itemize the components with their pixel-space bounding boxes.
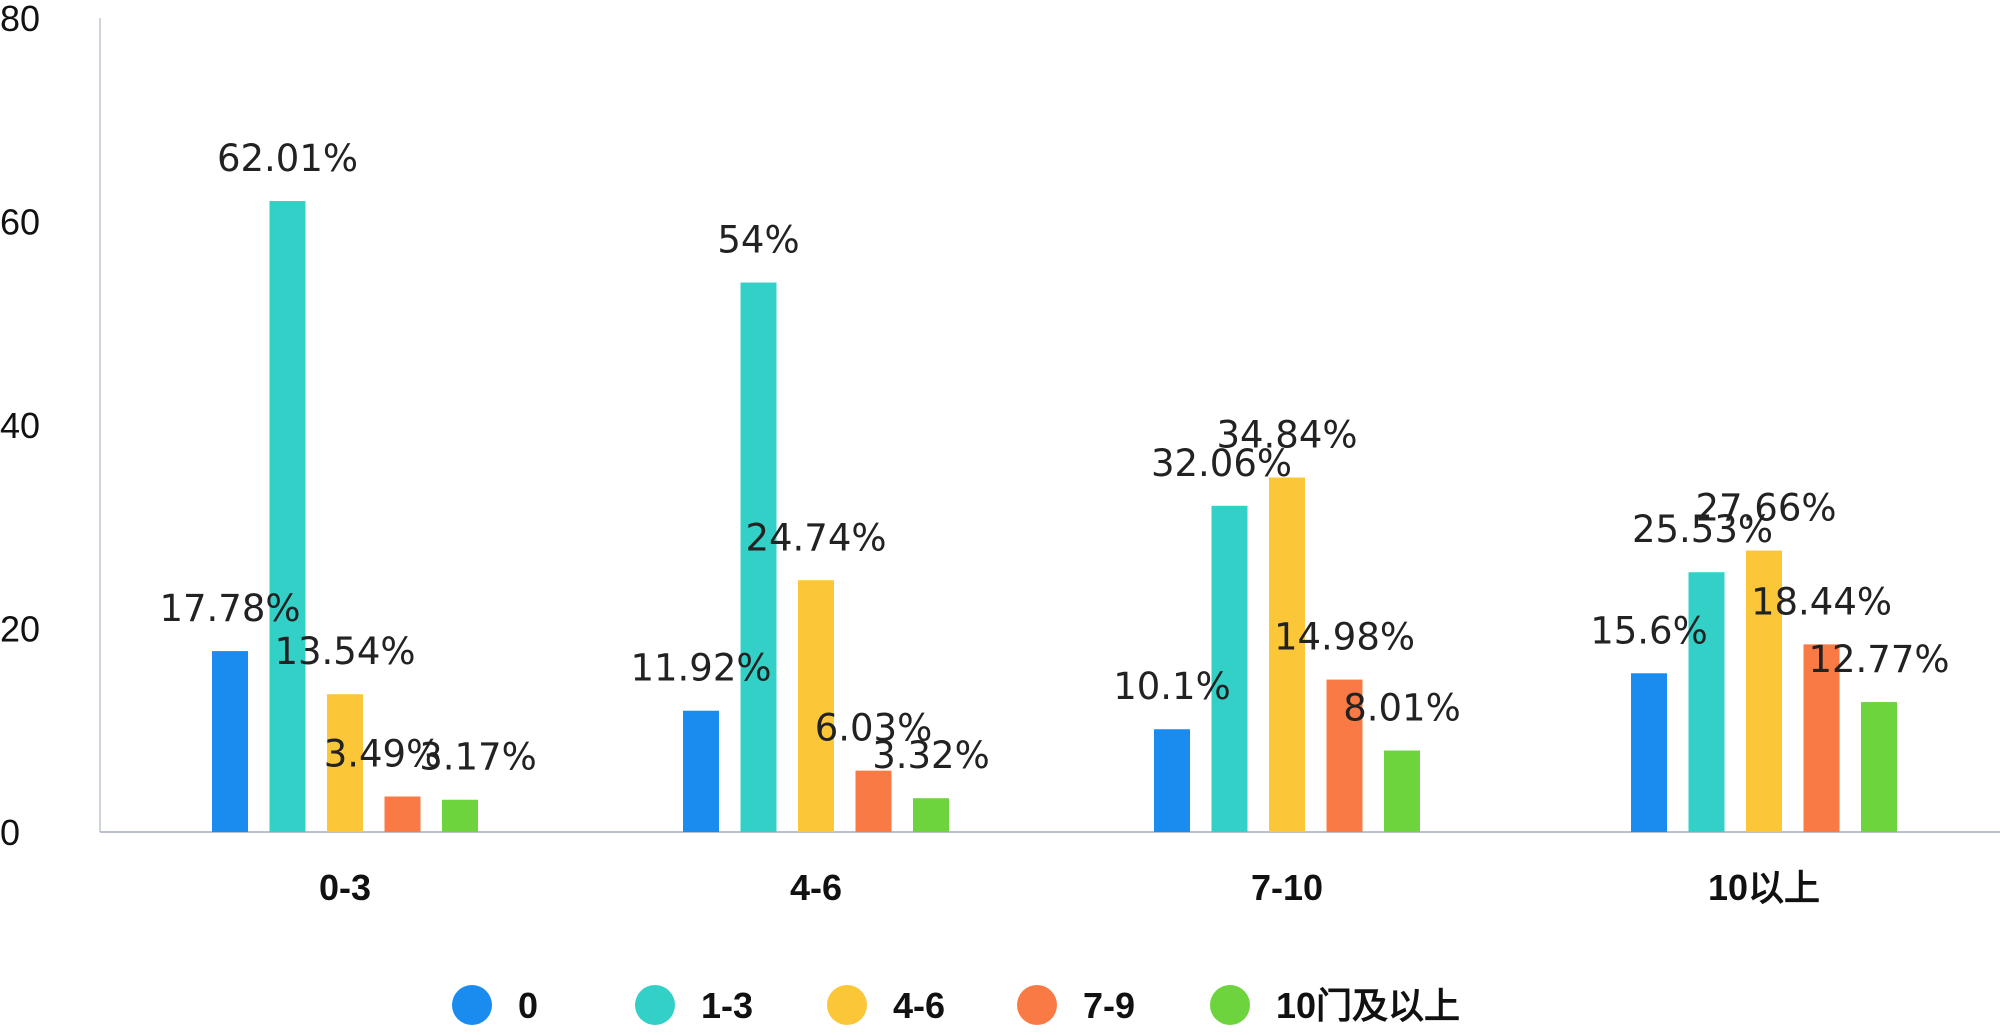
y-tick-label: 20 (0, 609, 40, 650)
bars (212, 201, 1897, 833)
bar-0-3-1-3 (269, 201, 306, 833)
bar-0-3-7-9 (384, 796, 421, 832)
data-label: 18.44% (1751, 580, 1892, 623)
data-label: 6.03% (815, 707, 933, 750)
bar-4-6-0 (683, 710, 719, 832)
legend-marker (452, 985, 492, 1025)
bar-0-3-0 (212, 651, 248, 832)
data-label: 11.92% (630, 647, 771, 690)
legend-marker (635, 985, 675, 1025)
bar-7-10-10门及以上 (1384, 750, 1420, 832)
bar-4-6-7-9 (855, 770, 892, 832)
x-tick-label: 10以上 (1708, 867, 1820, 908)
legend-label: 0 (518, 985, 538, 1026)
y-tick-label: 60 (0, 202, 40, 243)
data-label: 10.1% (1113, 665, 1231, 708)
bar-7-10-0 (1154, 729, 1190, 832)
bar-4-6-1-3 (740, 282, 777, 832)
legend-label: 4-6 (893, 985, 945, 1026)
legend: 0 1-3 4-6 7-9 10门及以上 (452, 985, 1460, 1026)
bar-7-10-1-3 (1211, 505, 1248, 832)
bar-10以上-7-9 (1803, 644, 1840, 832)
x-tick-label: 0-3 (319, 867, 371, 908)
data-label: 3.32% (872, 734, 990, 777)
bar-7-10-4-6 (1269, 477, 1305, 832)
data-label: 3.17% (419, 736, 537, 779)
legend-item-7-9: 7-9 (1017, 985, 1135, 1026)
y-axis: 0 20 40 60 80 (0, 0, 101, 853)
x-tick-label: 4-6 (790, 867, 842, 908)
data-label: 32.06% (1151, 442, 1292, 485)
bar-4-6-4-6 (798, 580, 834, 832)
data-labels: 17.78% 62.01% 13.54% 3.49%3.17% 11.92% 54% 24.… (159, 137, 1949, 779)
bar-10以上-10门及以上 (1861, 702, 1897, 832)
data-label: 8.01% (1343, 686, 1461, 729)
legend-item-1-3: 1-3 (635, 985, 753, 1026)
data-label: 24.74% (745, 516, 886, 559)
legend-marker (1017, 985, 1057, 1025)
data-label: 12.77% (1808, 638, 1949, 681)
data-label: 17.78% (159, 587, 300, 630)
x-axis: 0-3 4-6 7-10 10以上 (100, 831, 2000, 908)
data-label: 62.01% (217, 137, 358, 180)
legend-item-0: 0 (452, 985, 538, 1026)
bar-10以上-0 (1631, 673, 1667, 832)
data-label: 13.54% (274, 630, 415, 673)
bar-10以上-1-3 (1688, 572, 1725, 832)
data-label: 27.66% (1695, 487, 1836, 530)
legend-label: 7-9 (1083, 985, 1135, 1026)
y-tick-label: 80 (0, 0, 40, 39)
bar-7-10-7-9 (1326, 679, 1363, 832)
data-label: 25.53% (1632, 508, 1773, 551)
legend-item-4-6: 4-6 (827, 985, 945, 1026)
legend-marker (1210, 985, 1250, 1025)
bar-4-6-10门及以上 (913, 798, 949, 832)
bar-0-3-10门及以上 (442, 799, 478, 832)
legend-label: 10门及以上 (1276, 985, 1460, 1026)
data-label: 14.98% (1274, 616, 1415, 659)
data-label: 34.84% (1216, 414, 1357, 457)
y-tick-label: 0 (0, 812, 20, 853)
legend-label: 1-3 (701, 985, 753, 1026)
data-label: 3.49% (324, 732, 442, 775)
bar-10以上-4-6 (1746, 550, 1782, 832)
legend-item-10门及以上: 10门及以上 (1210, 985, 1460, 1026)
bar-0-3-4-6 (327, 694, 363, 832)
legend-marker (827, 985, 867, 1025)
y-tick-label: 40 (0, 405, 40, 446)
data-label: 15.6% (1590, 609, 1708, 652)
data-label: 54% (717, 219, 799, 262)
x-tick-label: 7-10 (1251, 867, 1323, 908)
